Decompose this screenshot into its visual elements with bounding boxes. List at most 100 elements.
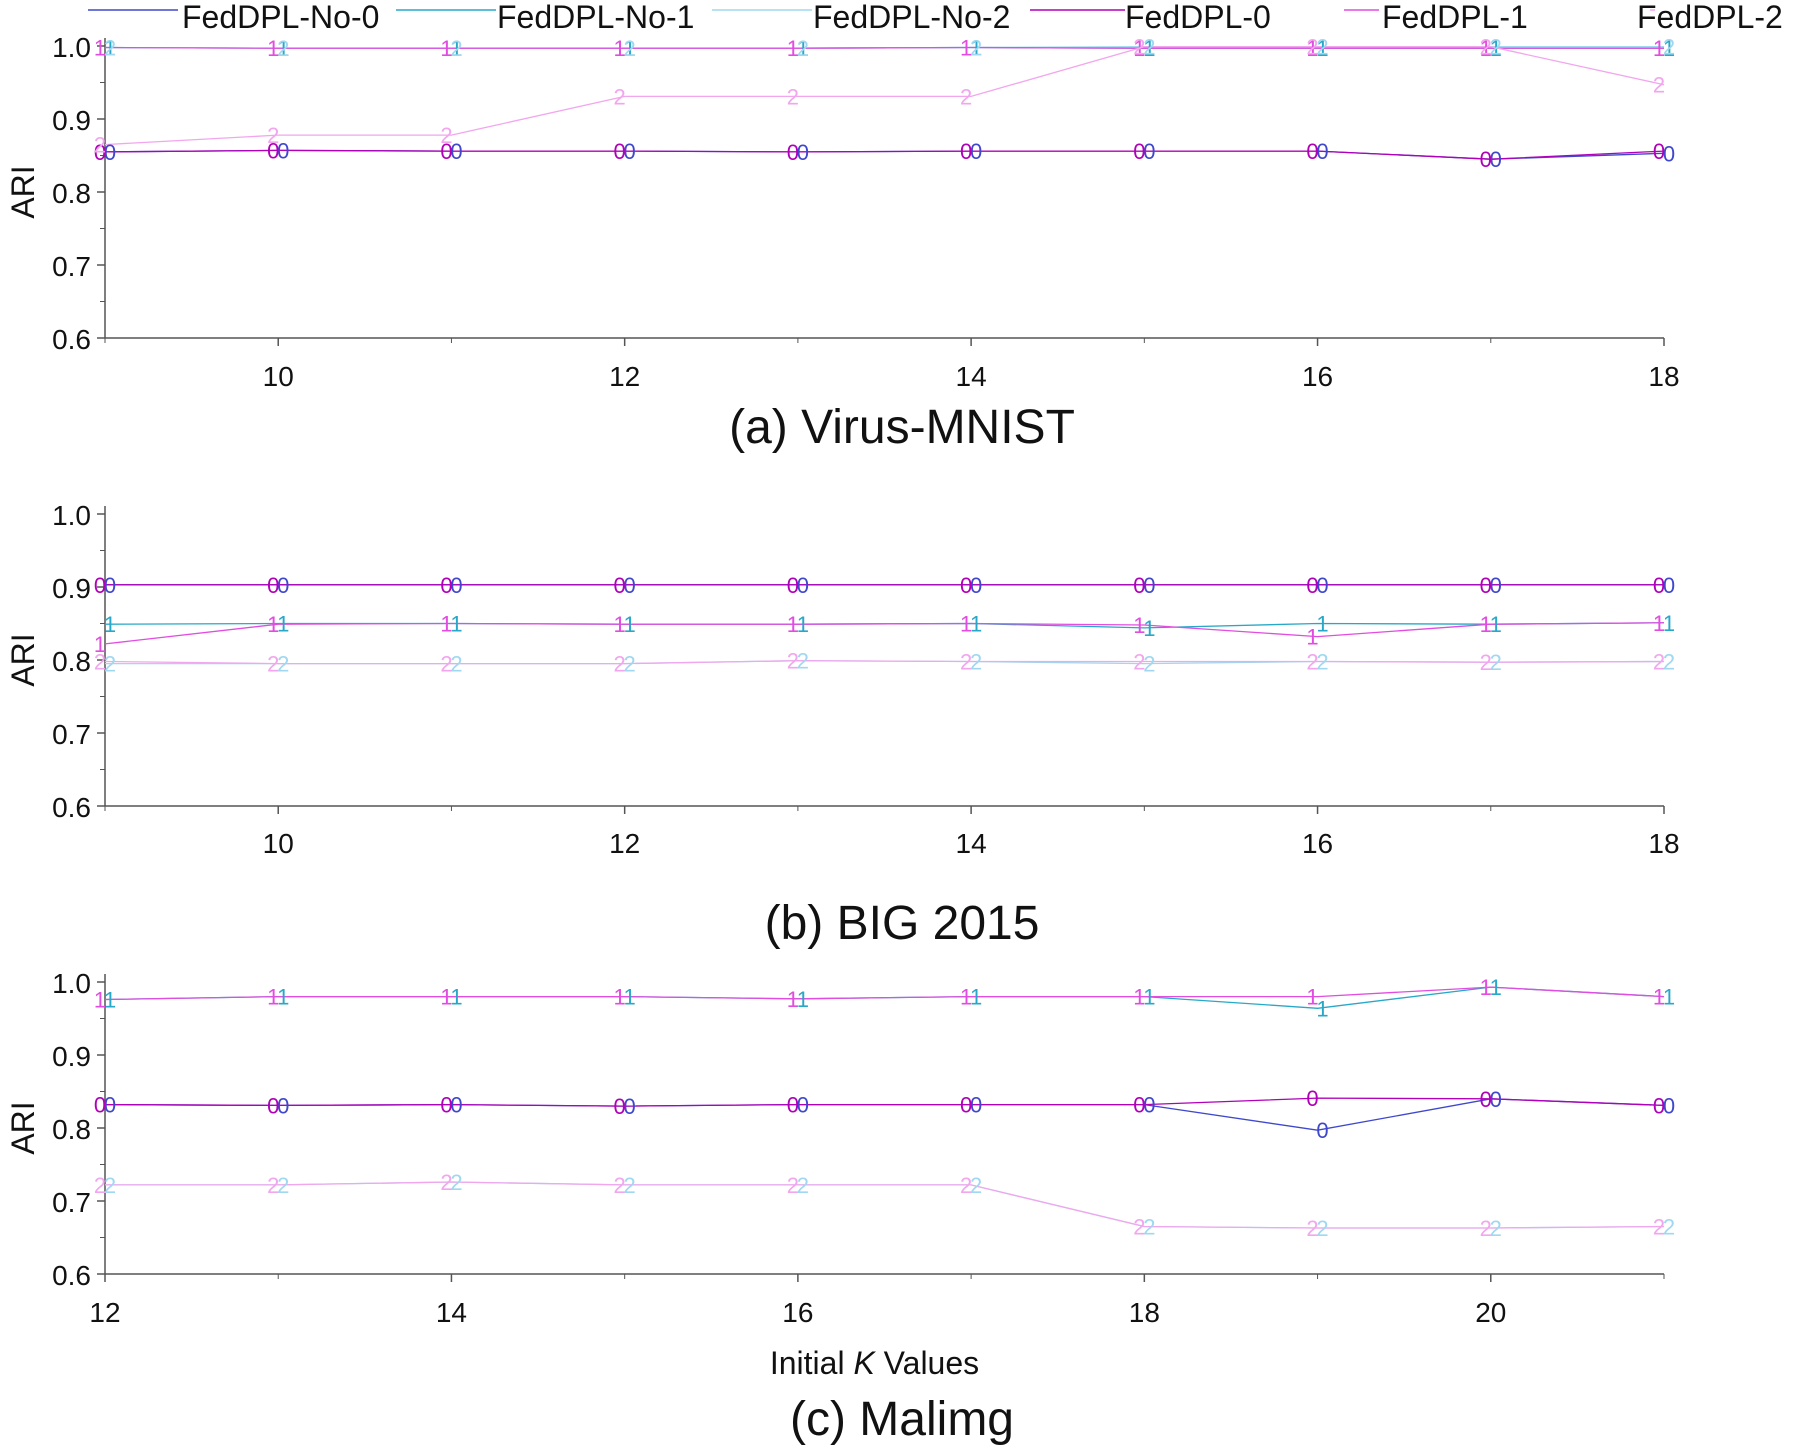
y-tick-label: 0.7 — [52, 1187, 91, 1218]
data-point-marker: 1 — [624, 985, 636, 1010]
data-point-marker: 1 — [1663, 611, 1675, 636]
y-tick-label: 0.9 — [52, 573, 91, 604]
data-point-marker: 0 — [277, 1093, 289, 1118]
data-point-marker: 0 — [787, 140, 799, 165]
series-line-feddpl-no-2 — [105, 1181, 1665, 1229]
data-point-marker: 2 — [1133, 1215, 1145, 1240]
data-point-marker: 0 — [1143, 1093, 1155, 1118]
data-point-marker: 1 — [960, 985, 972, 1010]
data-point-marker: 2 — [450, 652, 462, 677]
data-point-marker: 0 — [614, 573, 626, 598]
data-point-marker: 2 — [1490, 35, 1502, 60]
data-point-marker: 0 — [450, 139, 462, 164]
data-point-marker: 0 — [1306, 139, 1318, 164]
data-point-marker: 2 — [1490, 650, 1502, 675]
data-point-marker: 1 — [1653, 36, 1665, 61]
data-point-marker: 2 — [787, 649, 799, 674]
data-point-marker: 2 — [1663, 649, 1675, 674]
data-point-marker: 1 — [440, 36, 452, 61]
data-point-marker: 2 — [970, 35, 982, 60]
data-point-marker: 2 — [960, 649, 972, 674]
data-point-marker: 1 — [1663, 36, 1675, 61]
y-axis-label: ARI — [5, 1101, 41, 1154]
x-tick-label: 18 — [1648, 828, 1679, 859]
data-point-marker: 0 — [624, 573, 636, 598]
data-point-marker: 1 — [1143, 616, 1155, 641]
data-point-marker: 2 — [1133, 35, 1145, 60]
y-axis-label: ARI — [5, 633, 41, 686]
legend-label: FedDPL-No-0 — [182, 0, 379, 35]
data-point-marker: 0 — [1306, 573, 1318, 598]
data-point-marker: 2 — [624, 1173, 636, 1198]
data-point-marker: 1 — [440, 612, 452, 637]
data-point-marker: 2 — [1316, 649, 1328, 674]
x-tick-label: 12 — [609, 361, 640, 392]
data-point-marker: 2 — [440, 652, 452, 677]
data-point-marker: 0 — [1653, 1093, 1665, 1118]
y-tick-label: 1.0 — [52, 32, 91, 63]
data-point-marker: 1 — [797, 987, 809, 1012]
data-point-marker: 1 — [267, 612, 279, 637]
data-point-marker: 2 — [1316, 1216, 1328, 1241]
data-point-marker: 2 — [1663, 35, 1675, 60]
data-point-marker: 0 — [1133, 139, 1145, 164]
data-point-marker: 2 — [1480, 650, 1492, 675]
data-point-marker: 1 — [1653, 985, 1665, 1010]
data-point-marker: 1 — [277, 985, 289, 1010]
data-point-marker: 1 — [1133, 613, 1145, 638]
data-point-marker: 0 — [1663, 573, 1675, 598]
data-point-marker: 0 — [970, 573, 982, 598]
panel-caption: (c) Malimg — [790, 1393, 1014, 1446]
series-line-feddpl-0 — [105, 149, 1665, 160]
data-point-marker: 2 — [104, 1173, 116, 1198]
x-tick-label: 16 — [1302, 361, 1333, 392]
data-point-marker: 1 — [1143, 36, 1155, 61]
data-point-marker: 0 — [1663, 141, 1675, 166]
data-point-marker: 2 — [960, 1173, 972, 1198]
data-point-marker: 0 — [787, 1093, 799, 1118]
data-point-marker: 1 — [787, 987, 799, 1012]
data-point-marker: 2 — [614, 1173, 626, 1198]
x-tick-label: 14 — [956, 361, 987, 392]
data-point-marker: 0 — [1490, 1087, 1502, 1112]
data-point-marker: 0 — [277, 573, 289, 598]
x-tick-label: 18 — [1648, 361, 1679, 392]
data-point-marker: 1 — [797, 612, 809, 637]
data-point-marker: 0 — [797, 140, 809, 165]
data-point-marker: 2 — [450, 1170, 462, 1195]
data-point-marker: 0 — [1143, 139, 1155, 164]
x-axis-label: Initial K Values — [770, 1345, 979, 1381]
data-point-marker: 2 — [1490, 1216, 1502, 1241]
data-point-marker: 1 — [104, 988, 116, 1013]
data-point-marker: 2 — [797, 649, 809, 674]
data-point-marker: 0 — [277, 138, 289, 163]
data-point-marker: 1 — [450, 612, 462, 637]
data-point-marker: 1 — [960, 35, 972, 60]
data-point-marker: 0 — [1480, 1087, 1492, 1112]
x-tick-label: 14 — [956, 828, 987, 859]
data-point-marker: 2 — [277, 652, 289, 677]
data-point-marker: 1 — [970, 35, 982, 60]
data-point-marker: 1 — [267, 985, 279, 1010]
legend-label: FedDPL-1 — [1382, 0, 1528, 35]
data-point-marker: 2 — [1143, 35, 1155, 60]
data-point-marker: 1 — [797, 36, 809, 61]
data-point-marker: 2 — [267, 123, 279, 148]
series-line-feddpl-1 — [105, 46, 1664, 49]
data-point-marker: 0 — [450, 1093, 462, 1118]
data-point-marker: 1 — [614, 36, 626, 61]
data-point-marker: 1 — [787, 612, 799, 637]
series-line-feddpl-1 — [105, 622, 1665, 645]
data-point-marker: 2 — [1306, 35, 1318, 60]
data-point-marker: 2 — [277, 36, 289, 61]
x-tick-label: 10 — [263, 361, 294, 392]
data-point-marker: 2 — [94, 1173, 106, 1198]
data-point-marker: 2 — [787, 1173, 799, 1198]
y-tick-label: 1.0 — [52, 500, 91, 531]
data-point-marker: 1 — [94, 35, 106, 60]
data-point-marker: 0 — [1316, 1118, 1328, 1143]
data-point-marker: 1 — [787, 36, 799, 61]
data-point-marker: 2 — [94, 649, 106, 674]
